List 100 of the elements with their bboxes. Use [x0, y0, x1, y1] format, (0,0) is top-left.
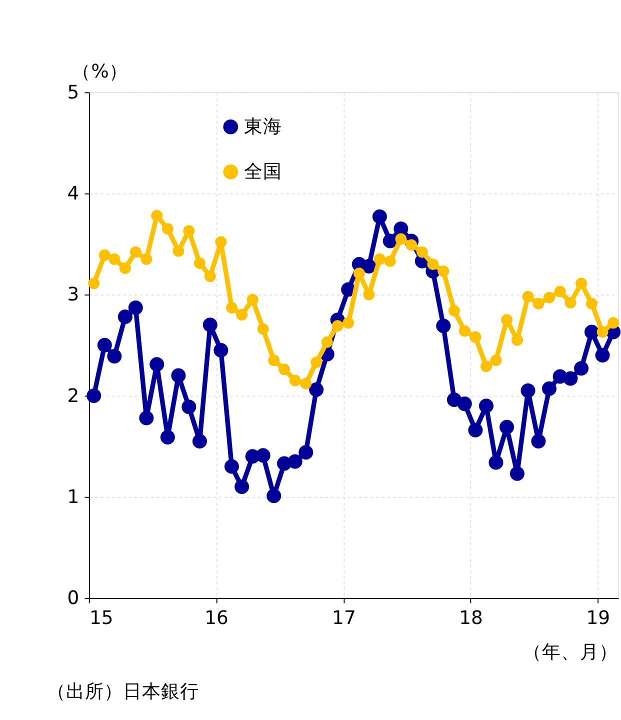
point	[478, 398, 494, 414]
point	[520, 383, 536, 398]
point	[192, 434, 207, 448]
point	[182, 400, 196, 414]
point	[88, 278, 100, 290]
point	[107, 349, 122, 364]
point	[298, 445, 314, 460]
point	[214, 342, 228, 358]
point	[151, 210, 163, 222]
point	[172, 245, 184, 257]
point	[362, 258, 376, 274]
y-tick-label: 1	[67, 486, 80, 508]
point	[202, 318, 218, 332]
x-axis-title: （年、月）	[523, 642, 618, 663]
point	[119, 262, 131, 274]
point	[342, 317, 354, 329]
point	[118, 310, 132, 324]
point	[183, 225, 195, 237]
point	[457, 396, 472, 412]
point	[586, 298, 598, 310]
x-tick-label: 17	[332, 608, 356, 629]
x-tick-label: 15	[89, 608, 114, 629]
point	[97, 338, 112, 352]
point	[194, 257, 206, 269]
point	[480, 360, 492, 372]
point	[532, 298, 544, 310]
point	[510, 466, 524, 481]
point	[278, 364, 290, 376]
point	[321, 336, 333, 348]
point	[395, 233, 407, 245]
point	[458, 325, 470, 337]
point	[332, 320, 344, 332]
point	[236, 309, 248, 321]
point	[501, 314, 513, 326]
point	[266, 488, 282, 504]
point	[256, 448, 270, 463]
point	[384, 255, 396, 267]
point	[215, 236, 227, 248]
point	[268, 354, 280, 366]
y-tick-label: 2	[67, 386, 80, 407]
point	[372, 209, 387, 224]
point	[246, 294, 258, 306]
point	[289, 374, 301, 386]
point	[257, 323, 269, 335]
point	[382, 234, 398, 248]
point	[564, 296, 576, 308]
point	[130, 246, 142, 258]
point	[374, 253, 386, 265]
point	[608, 317, 620, 329]
point	[300, 378, 312, 390]
point	[522, 290, 534, 302]
point	[160, 430, 175, 444]
point	[488, 455, 504, 470]
point	[416, 246, 428, 258]
x-tick-label: 16	[204, 608, 228, 629]
point	[531, 434, 546, 448]
point	[576, 278, 588, 290]
point	[427, 258, 439, 270]
point	[468, 422, 483, 438]
point	[436, 318, 451, 334]
point	[309, 382, 324, 397]
y-tick-label: 3	[67, 284, 80, 306]
y-tick-label: 0	[67, 588, 80, 610]
point	[490, 354, 502, 366]
point	[470, 331, 482, 343]
point	[226, 302, 238, 314]
point	[544, 292, 555, 304]
x-tick-label: 19	[586, 608, 610, 629]
point	[128, 300, 143, 315]
point	[139, 410, 154, 426]
point	[363, 288, 375, 300]
point	[584, 324, 599, 340]
x-tick-label: 18	[459, 608, 483, 629]
point	[288, 454, 302, 469]
point	[500, 420, 514, 434]
point	[140, 253, 152, 265]
y-axis-title: （%）	[72, 61, 128, 82]
y-tick-label: 5	[67, 82, 80, 104]
point	[234, 480, 250, 494]
point	[162, 223, 174, 235]
point	[563, 371, 578, 386]
point	[108, 253, 120, 265]
point	[511, 334, 523, 346]
point	[150, 357, 164, 372]
legend-label: 東海	[244, 116, 282, 138]
point	[595, 348, 610, 362]
point	[554, 286, 566, 298]
y-tick-label: 4	[67, 183, 80, 204]
point	[596, 326, 608, 338]
point	[86, 388, 102, 403]
point	[353, 268, 365, 280]
legend-label: 全国	[244, 161, 282, 182]
point	[406, 239, 418, 251]
point	[542, 381, 557, 396]
point	[204, 270, 216, 282]
point	[574, 361, 589, 376]
point	[224, 459, 239, 474]
point	[98, 249, 110, 261]
point	[310, 356, 322, 368]
point	[438, 266, 450, 278]
